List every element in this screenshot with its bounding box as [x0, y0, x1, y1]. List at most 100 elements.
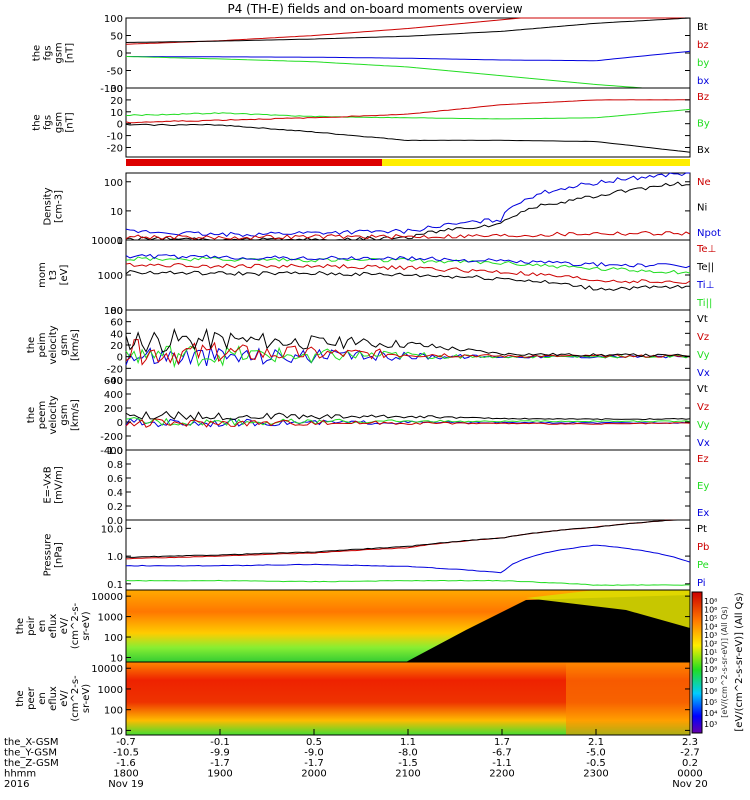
y-tick-label: 0.4	[107, 488, 123, 499]
series-density-Ni	[125, 181, 691, 241]
y-tick-label: 40	[110, 329, 123, 340]
legend-Ex: Ex	[697, 508, 709, 519]
legend-Ti||: Ti||	[696, 298, 712, 309]
x-tick-label: 1.7	[494, 737, 510, 748]
y-axis-label: [eV]	[59, 265, 70, 286]
series-pressure-Pe	[125, 579, 690, 586]
y-axis-label: peer	[26, 686, 37, 710]
series-temperature-Ti_par	[125, 256, 691, 275]
panel-fgs-gsm: 100 50 0 -50 -100 the fgs gsm [nT] Bt bz by bx	[32, 14, 710, 95]
legend-Ni: Ni	[697, 203, 707, 214]
series-density-Ne	[125, 230, 691, 240]
panel-frame	[125, 449, 691, 521]
x-tick-label: -1.7	[210, 758, 230, 769]
y-axis-label: fgs	[43, 115, 54, 130]
legend-bz: bz	[697, 40, 709, 51]
colorbar-tick: 10⁴	[704, 709, 717, 718]
series-peem_velocity-Vy	[125, 416, 691, 427]
series-density-Npot	[125, 172, 690, 237]
series-peim_velocity-Vt	[125, 327, 690, 358]
series-fgs_zoom-Bz	[125, 99, 690, 124]
spectrogram-peir-yellow	[526, 590, 690, 628]
legend-Pb: Pb	[697, 542, 709, 553]
y-tick-label: 0	[117, 418, 123, 429]
x-tick-label: -6.7	[492, 748, 512, 759]
y-tick-label: 200	[104, 404, 123, 415]
series-fgs-Bt	[125, 17, 691, 43]
legend-Bt: Bt	[697, 22, 708, 33]
x-tick-label: 2.1	[588, 737, 604, 748]
y-axis-label: velocity	[48, 395, 59, 434]
y-axis-label: the	[26, 407, 37, 423]
y-tick-label: 10	[110, 653, 123, 664]
x-row-label: the_X-GSM	[4, 737, 58, 748]
y-axis-label: the	[32, 114, 43, 130]
colorbar-tick: 10⁸	[704, 597, 717, 606]
y-axis-label: peim	[37, 332, 48, 357]
x-tick-label: 2100	[395, 769, 420, 780]
series-temperature-Te_par	[125, 269, 691, 291]
y-tick-label: 10.0	[101, 524, 123, 535]
series-fgs-by	[125, 56, 690, 89]
y-tick-label: 10000	[91, 592, 123, 603]
y-axis-label: (cm^2-s-	[70, 602, 81, 649]
legend-Ti⊥: Ti⊥	[696, 280, 714, 291]
legend-Vt: Vt	[697, 314, 708, 325]
x-row-label: hhmm	[4, 769, 36, 780]
y-tick-label: 100	[104, 14, 123, 25]
legend-Bx: Bx	[697, 145, 710, 156]
y-tick-label: 80	[110, 306, 123, 317]
x-tick-label: 0.2	[682, 758, 698, 769]
x-tick-label: 1800	[113, 769, 138, 780]
series-peem_velocity-Vz	[125, 418, 691, 428]
x-tick-label: -0.1	[210, 737, 230, 748]
legend-Vz: Vz	[697, 332, 709, 343]
y-tick-label: -200	[100, 432, 123, 443]
y-axis-label: [km/s]	[70, 399, 81, 431]
y-axis-label: [km/s]	[70, 329, 81, 361]
colorbar-tick: 10⁵	[704, 698, 717, 707]
panel-frame	[125, 87, 691, 158]
y-axis-label: [nT]	[65, 43, 76, 63]
x-row-label: the_Y-GSM	[4, 748, 57, 759]
x-tick-label: 2300	[583, 769, 608, 780]
x-tick-label: 2.3	[682, 737, 698, 748]
x-tick-label: Nov 19	[108, 779, 143, 790]
y-tick-label: 100	[104, 306, 123, 317]
legend-Npot: Npot	[697, 228, 721, 239]
legend-Vy: Vy	[697, 350, 710, 361]
x-row-label: 2016	[4, 779, 29, 790]
y-axis-label: gsm	[54, 112, 65, 133]
y-tick-label: 0.0	[107, 516, 123, 527]
y-tick-label: 600	[104, 376, 123, 387]
spectrogram-peer-late	[566, 662, 690, 735]
y-axis-label: (cm^2-s-	[70, 675, 81, 722]
y-tick-label: 30	[110, 84, 123, 95]
x-tick-label: -1.1	[492, 758, 512, 769]
series-pressure-Pi	[125, 544, 691, 574]
y-tick-label: 10	[110, 207, 123, 218]
legend-Pe: Pe	[697, 560, 709, 571]
y-tick-label: 0	[117, 49, 123, 60]
legend-by: by	[697, 58, 709, 69]
colorbar-scale	[691, 591, 703, 734]
y-axis-label: the	[26, 337, 37, 353]
y-axis-label: gsm	[54, 42, 65, 63]
y-tick-label: 1.0	[107, 552, 123, 563]
series-fgs_zoom-Bx	[125, 123, 691, 153]
y-axis-label: gsm	[59, 404, 70, 425]
y-axis-label: [nPa]	[54, 542, 65, 568]
panel-efield: 1.0 0.8 0.6 0.4 0.2 0.0 E=-VxB [mV/m] Ez Ey Ex	[43, 446, 710, 527]
panel-frame	[125, 309, 691, 381]
chart-title: P4 (TH-E) fields and on-board moments ov…	[227, 2, 522, 16]
y-axis-label: the	[32, 45, 43, 61]
colorbar-tick: 10⁴	[704, 623, 717, 632]
x-tick-label: 0.5	[306, 737, 322, 748]
y-tick-label: 20	[110, 96, 123, 107]
y-tick-label: 100	[104, 178, 123, 189]
y-axis-label: E=-VxB	[43, 466, 54, 503]
y-axis-label: velocity	[48, 325, 59, 364]
series-temperature-Te_perp	[125, 262, 691, 284]
